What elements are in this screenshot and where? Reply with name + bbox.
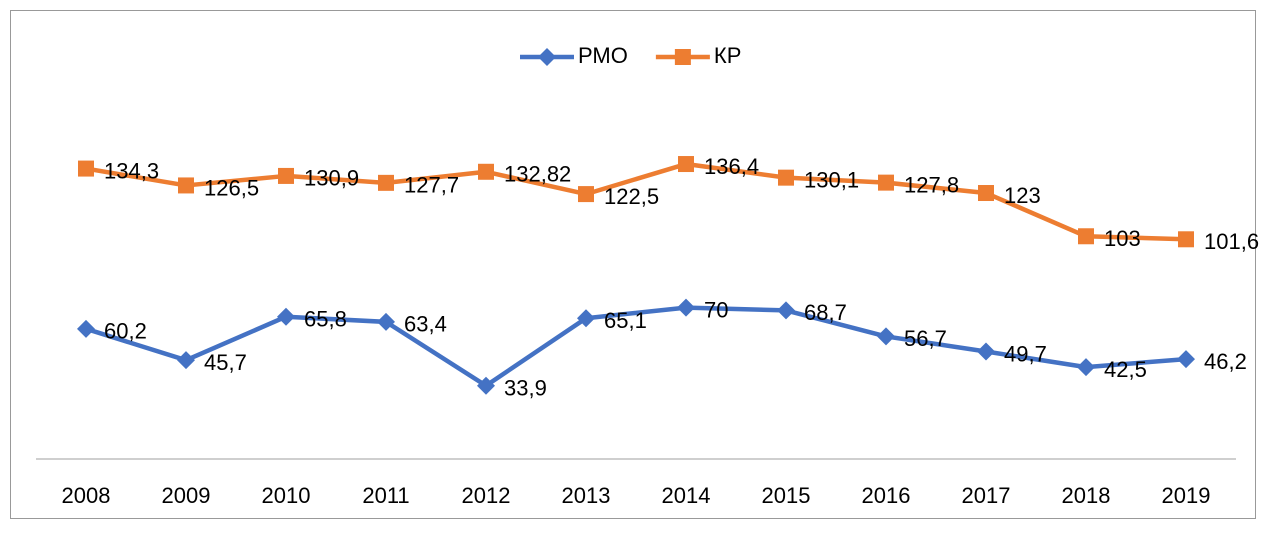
data-label: 33,9 — [504, 376, 547, 401]
data-label: 101,6 — [1204, 229, 1259, 254]
chart-border — [10, 10, 1256, 519]
x-tick-label: 2012 — [462, 483, 511, 508]
data-point — [978, 185, 994, 202]
data-label: 130,1 — [804, 167, 859, 192]
data-label: 65,1 — [604, 308, 647, 333]
data-point — [977, 342, 995, 361]
x-tick-label: 2017 — [962, 483, 1011, 508]
data-label: 49,7 — [1004, 341, 1047, 366]
x-tick-label: 2008 — [62, 483, 111, 508]
data-point — [477, 376, 495, 395]
data-label: 127,7 — [404, 173, 459, 198]
data-label: 127,8 — [904, 172, 959, 197]
data-point — [77, 319, 95, 338]
x-tick-label: 2009 — [162, 483, 211, 508]
legend-marker — [538, 48, 556, 66]
series-line — [85, 161, 1187, 242]
data-point — [577, 309, 595, 328]
x-tick-label: 2013 — [562, 483, 611, 508]
data-label: 130,9 — [304, 166, 359, 191]
data-label: 42,5 — [1104, 357, 1147, 382]
data-label: 56,7 — [904, 326, 947, 351]
data-label: 132,82 — [504, 162, 571, 187]
legend-marker — [674, 49, 691, 65]
data-point — [377, 312, 395, 331]
data-point — [277, 307, 295, 326]
data-label: 126,5 — [204, 175, 259, 200]
data-label: 122,5 — [604, 184, 659, 209]
data-point — [178, 177, 194, 194]
data-label: 46,2 — [1204, 349, 1247, 374]
data-point — [877, 327, 895, 346]
data-point — [1078, 228, 1094, 245]
x-tick-label: 2015 — [762, 483, 811, 508]
data-label: 136,4 — [704, 154, 759, 179]
x-tick-label: 2016 — [862, 483, 911, 508]
series-line — [85, 305, 1187, 388]
data-point — [578, 186, 594, 203]
data-point — [677, 298, 695, 317]
data-point — [878, 174, 894, 191]
x-tick-label: 2014 — [662, 483, 711, 508]
data-label: 45,7 — [204, 350, 247, 375]
data-point — [678, 156, 694, 173]
data-point — [177, 351, 195, 370]
legend-label: РМО — [578, 43, 628, 68]
data-point — [478, 163, 494, 180]
data-point — [1178, 231, 1194, 248]
data-label: 65,8 — [304, 307, 347, 332]
data-point — [1177, 350, 1195, 369]
data-point — [78, 160, 94, 177]
data-label: 68,7 — [804, 300, 847, 325]
data-label: 103 — [1104, 226, 1141, 251]
x-tick-label: 2019 — [1162, 483, 1211, 508]
data-label: 123 — [1004, 183, 1041, 208]
data-point — [1077, 358, 1095, 377]
data-point — [778, 169, 794, 186]
data-label: 63,4 — [404, 312, 447, 337]
data-label: 134,3 — [104, 158, 159, 183]
x-tick-label: 2011 — [362, 483, 409, 508]
legend-label: КР — [714, 43, 742, 68]
x-tick-label: 2010 — [262, 483, 311, 508]
data-point — [378, 174, 394, 191]
data-label: 60,2 — [104, 319, 147, 344]
data-label: 70 — [704, 297, 728, 322]
x-tick-label: 2018 — [1062, 483, 1111, 508]
data-point — [278, 167, 294, 184]
data-point — [777, 301, 795, 320]
